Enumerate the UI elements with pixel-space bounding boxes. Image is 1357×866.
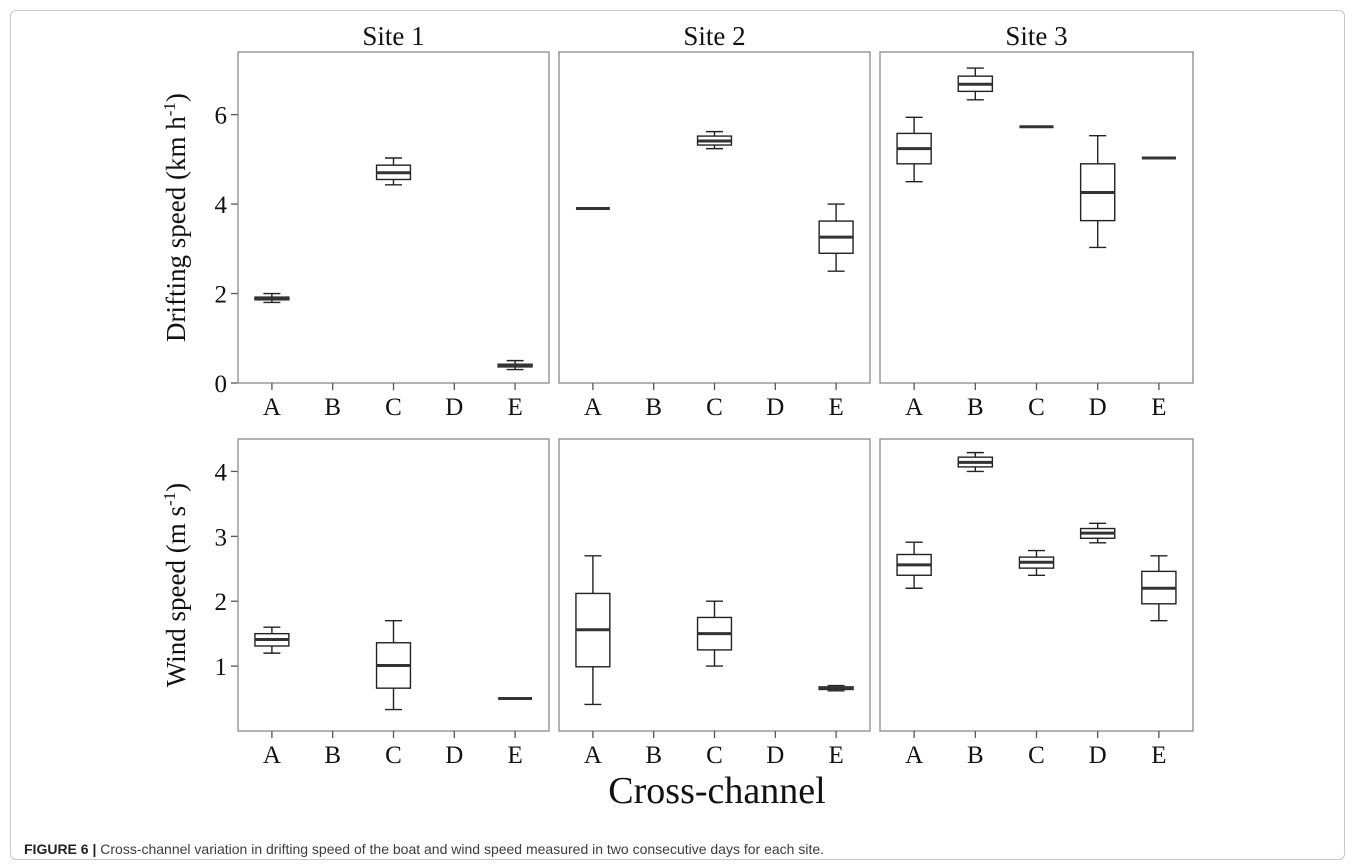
caption-text: Cross-channel variation in drifting spee… xyxy=(96,841,825,857)
y-axis-label-wind: Wind speed (m s-1) xyxy=(160,483,191,687)
box-wind-site1-C xyxy=(375,619,412,711)
x-tick-label-drift-site2-C: C xyxy=(706,394,723,421)
x-tick-label-drift-site1-B: B xyxy=(324,394,341,421)
box-wind-site2-A xyxy=(575,555,611,706)
x-tick-label-wind-site2-D: D xyxy=(766,742,784,769)
x-tick-label-drift-site3-C: C xyxy=(1028,394,1045,421)
x-tick-label-drift-site3-B: B xyxy=(967,394,984,421)
x-tick-label-drift-site2-B: B xyxy=(645,394,662,421)
x-tick-label-wind-site3-C: C xyxy=(1028,742,1045,769)
y-tick-label-drift-4: 4 xyxy=(215,192,228,219)
x-tick-label-wind-site2-B: B xyxy=(645,742,662,769)
caption-label: FIGURE 6 | xyxy=(24,841,97,857)
x-tick-label-drift-site2-E: E xyxy=(828,394,843,421)
box-wind-site2-C xyxy=(696,600,733,667)
x-tick-label-wind-site1-B: B xyxy=(324,742,341,769)
box-drift-site2-E xyxy=(818,203,854,272)
x-tick-label-drift-site3-D: D xyxy=(1089,394,1107,421)
y-tick-label-wind-1: 1 xyxy=(215,654,228,681)
box-drift-site3-D xyxy=(1079,134,1116,249)
x-tick-label-wind-site3-D: D xyxy=(1089,742,1107,769)
box-wind-site3-A xyxy=(896,541,932,589)
y-tick-label-wind-4: 4 xyxy=(215,459,228,486)
box-wind-site2-E xyxy=(818,684,854,692)
x-tick-label-wind-site1-D: D xyxy=(445,742,463,769)
facet-title-2: Site 2 xyxy=(683,21,745,51)
x-tick-label-wind-site1-C: C xyxy=(385,742,402,769)
y-tick-label-drift-2: 2 xyxy=(215,282,228,309)
x-tick-label-wind-site1-E: E xyxy=(507,742,522,769)
facet-title-3: Site 3 xyxy=(1005,21,1067,51)
figure-caption: FIGURE 6 | Cross-channel variation in dr… xyxy=(24,841,1334,857)
box-drift-site3-A xyxy=(896,116,932,183)
panel-drift-site2 xyxy=(558,51,871,384)
y-tick-label-wind-3: 3 xyxy=(215,524,228,551)
x-tick-label-drift-site3-A: A xyxy=(905,394,923,421)
x-axis-title: Cross-channel xyxy=(608,770,825,812)
x-tick-label-drift-site1-A: A xyxy=(263,394,281,421)
y-axis-label-drift: Drifting speed (km h-1) xyxy=(160,93,191,342)
box-drift-site1-E xyxy=(497,359,533,371)
x-tick-label-wind-site3-A: A xyxy=(905,742,923,769)
box-wind-site3-C xyxy=(1018,549,1055,576)
box-drift-site1-C xyxy=(375,157,412,186)
x-tick-label-wind-site2-C: C xyxy=(706,742,723,769)
figure-frame xyxy=(10,10,1345,860)
x-tick-label-wind-site3-E: E xyxy=(1151,742,1166,769)
box-wind-site3-D xyxy=(1079,522,1116,544)
x-tick-label-wind-site1-A: A xyxy=(263,742,281,769)
box-wind-site3-E xyxy=(1141,555,1177,622)
x-tick-label-wind-site2-A: A xyxy=(584,742,602,769)
x-tick-label-drift-site2-A: A xyxy=(584,394,602,421)
box-wind-site1-A xyxy=(254,626,290,654)
panel-drift-site3 xyxy=(879,51,1194,384)
box-wind-site3-B xyxy=(957,451,994,473)
facet-title-1: Site 1 xyxy=(362,21,424,51)
x-tick-label-drift-site1-D: D xyxy=(445,394,463,421)
y-tick-label-drift-0: 0 xyxy=(215,371,228,398)
x-tick-label-drift-site1-C: C xyxy=(385,394,402,421)
y-tick-label-wind-2: 2 xyxy=(215,589,228,616)
x-tick-label-drift-site1-E: E xyxy=(507,394,522,421)
box-drift-site3-B xyxy=(957,67,994,101)
panel-drift-site1 xyxy=(237,51,550,384)
x-tick-label-drift-site2-D: D xyxy=(766,394,784,421)
y-tick-label-drift-6: 6 xyxy=(215,103,228,130)
box-drift-site2-C xyxy=(696,130,733,150)
x-tick-label-drift-site3-E: E xyxy=(1151,394,1166,421)
x-tick-label-wind-site2-E: E xyxy=(828,742,843,769)
box-drift-site1-A xyxy=(254,292,290,304)
x-tick-label-wind-site3-B: B xyxy=(967,742,984,769)
